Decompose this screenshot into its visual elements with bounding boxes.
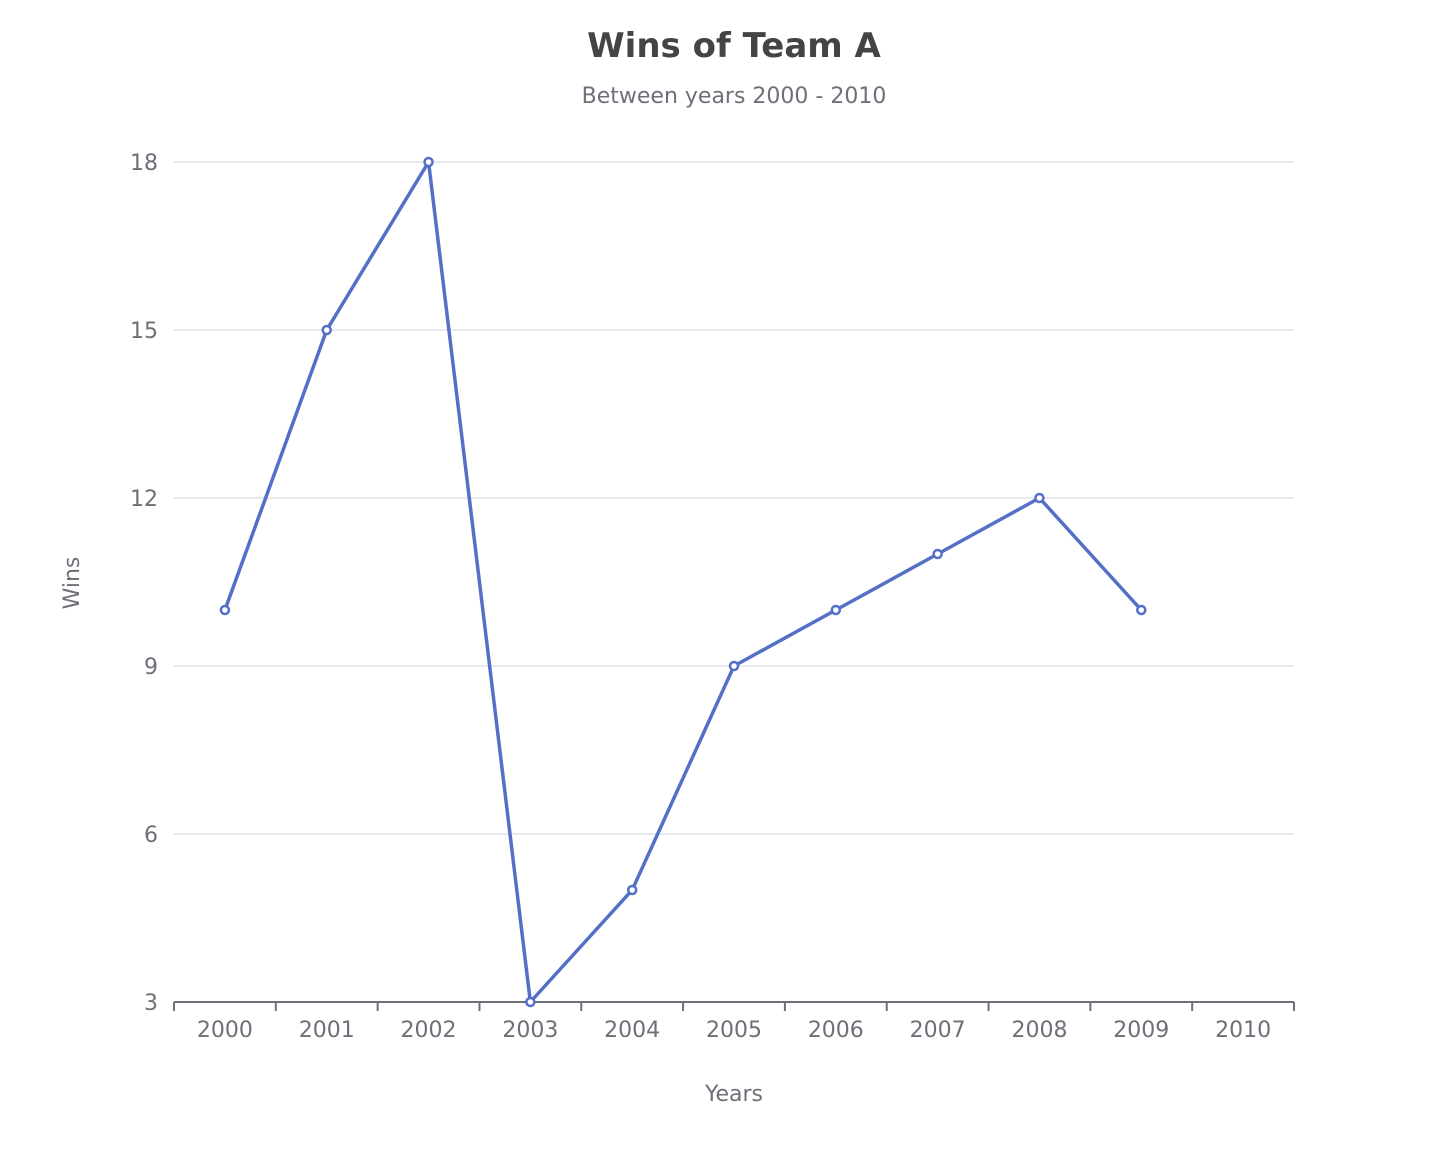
- y-tick-label: 18: [130, 151, 158, 176]
- x-tick-label: 2010: [1215, 1018, 1271, 1043]
- x-tick-label: 2004: [604, 1018, 660, 1043]
- x-tick-label: 2006: [808, 1018, 864, 1043]
- x-tick-label: 2009: [1113, 1018, 1169, 1043]
- data-point[interactable]: [626, 884, 638, 896]
- x-axis: 2000 2001 2002 2003 2004 2005 2006 2007 2008 2009…: [173, 1001, 1295, 1043]
- data-point[interactable]: [525, 996, 536, 1008]
- x-tick-label: 2001: [299, 1018, 355, 1043]
- y-tick-label: 15: [130, 319, 158, 344]
- data-point[interactable]: [423, 156, 434, 168]
- data-point[interactable]: [1034, 492, 1045, 504]
- x-tick-label: 2000: [197, 1018, 253, 1043]
- y-tick-label: 9: [144, 655, 158, 680]
- x-tick-label: 2002: [401, 1018, 457, 1043]
- data-point[interactable]: [932, 548, 943, 560]
- series-line: [223, 160, 1143, 1004]
- y-axis: 3 6 9 12 15 18: [130, 151, 158, 1016]
- data-point[interactable]: [219, 604, 231, 616]
- x-tick-label: 2005: [706, 1018, 762, 1043]
- grid-lines: [174, 161, 1294, 835]
- y-tick-label: 3: [144, 991, 158, 1016]
- y-axis-title: Wins: [60, 557, 85, 610]
- y-tick-label: 12: [130, 487, 158, 512]
- x-tick-label: 2003: [502, 1018, 558, 1043]
- x-tick-label: 2007: [910, 1018, 966, 1043]
- chart-subtitle: Between years 2000 - 2010: [582, 84, 887, 109]
- data-point[interactable]: [728, 660, 740, 672]
- x-axis-title: Years: [704, 1082, 763, 1107]
- chart-title: Wins of Team A: [587, 26, 881, 66]
- series-layer: [219, 156, 1147, 1008]
- y-tick-label: 6: [144, 823, 158, 848]
- data-point[interactable]: [1136, 604, 1147, 616]
- x-tick-label: 2008: [1011, 1018, 1067, 1043]
- data-point[interactable]: [830, 604, 842, 616]
- data-point[interactable]: [321, 324, 332, 336]
